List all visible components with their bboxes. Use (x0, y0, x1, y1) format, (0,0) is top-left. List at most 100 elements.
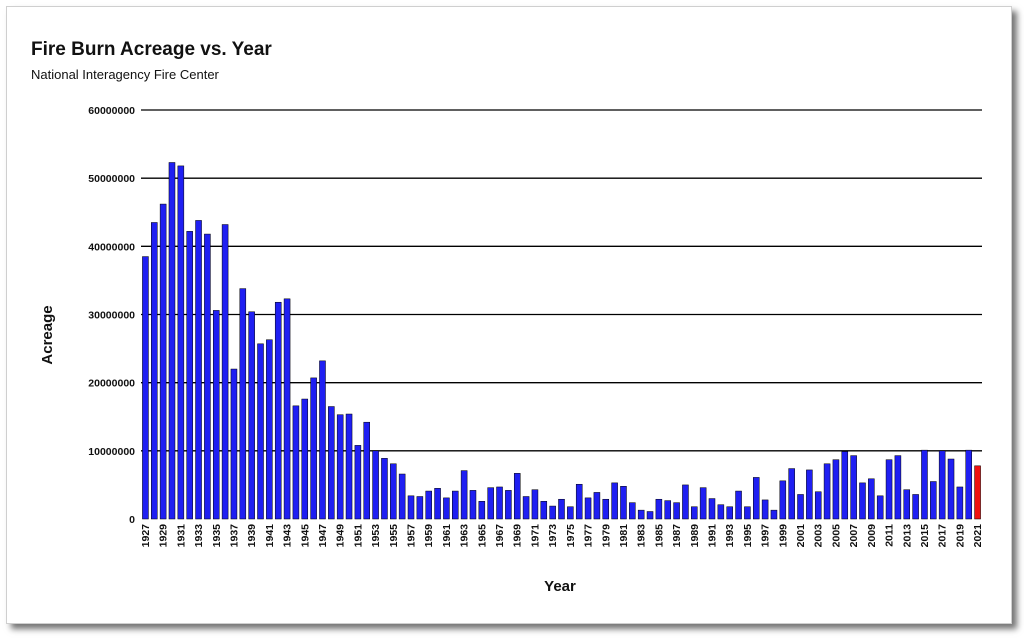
bar-1934 (204, 233, 211, 520)
chart-frame: Fire Burn Acreage vs. Year National Inte… (6, 6, 1012, 624)
bar-1945 (301, 398, 309, 520)
x-tick-label: 1955 (388, 524, 400, 548)
bar-2003 (814, 491, 822, 520)
bar-1987 (673, 502, 680, 520)
x-tick-label: 2021 (972, 524, 984, 548)
x-tick-label: 1949 (335, 524, 347, 548)
bar-2014 (912, 494, 919, 520)
bar-2002 (806, 469, 813, 520)
y-tick-label: 30000000 (88, 310, 135, 322)
bar-1967 (496, 486, 503, 520)
bar-1988 (682, 484, 689, 520)
bar-2001 (797, 494, 804, 520)
x-tick-label: 1939 (246, 524, 258, 548)
bar-2000 (788, 468, 795, 520)
x-tick-label: 1985 (653, 524, 665, 548)
x-tick-label: 1959 (423, 524, 435, 548)
bar-2006 (841, 451, 849, 520)
bar-1950 (345, 413, 353, 520)
bar-1978 (593, 492, 601, 520)
bar-1930 (168, 162, 176, 520)
bar-2004 (823, 463, 831, 520)
y-tick-label: 60000000 (88, 105, 135, 117)
x-tick-label: 1979 (600, 524, 612, 548)
bar-1932 (186, 231, 193, 520)
bar-1936 (221, 224, 229, 520)
bar-2018 (947, 458, 955, 520)
y-tick-label: 20000000 (88, 378, 135, 390)
x-tick-label: 1927 (140, 524, 152, 548)
bar-1966 (487, 487, 494, 520)
bar-1968 (505, 490, 512, 520)
x-tick-label: 1999 (777, 524, 789, 548)
bar-2015 (921, 449, 928, 520)
x-tick-label: 1957 (406, 524, 418, 548)
bar-2016 (930, 481, 937, 520)
x-tick-label: 2013 (901, 524, 913, 548)
x-tick-label: 1951 (352, 524, 364, 548)
x-axis-title: Year (544, 578, 576, 595)
x-tick-label: 1943 (282, 524, 294, 548)
x-tick-label: 1969 (512, 524, 524, 548)
y-tick-label: 40000000 (88, 241, 135, 253)
x-tick-label: 2017 (937, 524, 949, 548)
x-tick-label: 1967 (494, 524, 506, 548)
bar-1954 (381, 458, 388, 520)
bar-1931 (177, 165, 185, 520)
bar-1964 (469, 490, 477, 520)
x-tick-label: 1931 (175, 524, 187, 548)
bar-1997 (761, 499, 769, 520)
bar-1948 (328, 406, 335, 520)
x-tick-label: 1947 (317, 524, 329, 548)
bar-1972 (540, 501, 548, 520)
bar-2020 (965, 449, 972, 520)
x-tick-label: 1973 (547, 524, 559, 548)
bar-1995 (744, 506, 751, 520)
bar-1938 (239, 288, 247, 520)
bar-2009 (868, 478, 875, 520)
bar-1986 (664, 500, 671, 520)
y-axis-title: Acreage (39, 305, 56, 364)
x-tick-label: 2003 (813, 524, 825, 548)
bar-1977 (584, 497, 592, 520)
bar-2013 (903, 489, 911, 520)
x-tick-label: 1993 (724, 524, 736, 548)
bar-1992 (717, 504, 725, 520)
bar-1976 (575, 483, 583, 520)
bar-1974 (558, 498, 565, 520)
x-tick-label: 1941 (264, 524, 276, 548)
bar-2021 (974, 465, 981, 520)
x-tick-label: 1937 (228, 524, 240, 548)
x-tick-label: 1983 (636, 524, 648, 548)
x-tick-label: 1995 (742, 524, 754, 548)
x-tick-label: 1975 (565, 524, 577, 548)
chart-title: Fire Burn Acreage vs. Year (31, 39, 272, 60)
x-tick-label: 1963 (459, 524, 471, 548)
x-tick-label: 1977 (583, 524, 595, 548)
bar-1958 (416, 496, 424, 520)
bar-1933 (195, 220, 202, 520)
bar-1962 (452, 490, 459, 520)
bar-1969 (513, 473, 521, 520)
bar-2007 (850, 455, 857, 520)
bar-1937 (230, 368, 238, 520)
bar-1957 (407, 495, 415, 520)
x-tick-label: 1945 (299, 524, 311, 548)
x-tick-label: 1935 (211, 524, 223, 548)
bar-1963 (460, 470, 468, 520)
bar-1942 (274, 301, 282, 520)
bar-1956 (398, 473, 406, 520)
bar-1955 (390, 463, 397, 520)
y-tick-label: 0 (129, 514, 135, 526)
bar-2019 (956, 486, 964, 520)
bar-1952 (363, 421, 371, 520)
bar-1960 (434, 488, 441, 520)
bar-1973 (549, 505, 556, 520)
bar-1970 (522, 496, 530, 520)
bar-2008 (859, 482, 866, 520)
chart: Fire Burn Acreage vs. Year National Inte… (31, 39, 984, 595)
x-tick-label: 1997 (760, 524, 772, 548)
bar-1935 (212, 310, 220, 520)
x-tick-label: 1933 (193, 524, 205, 548)
bars (142, 162, 981, 520)
